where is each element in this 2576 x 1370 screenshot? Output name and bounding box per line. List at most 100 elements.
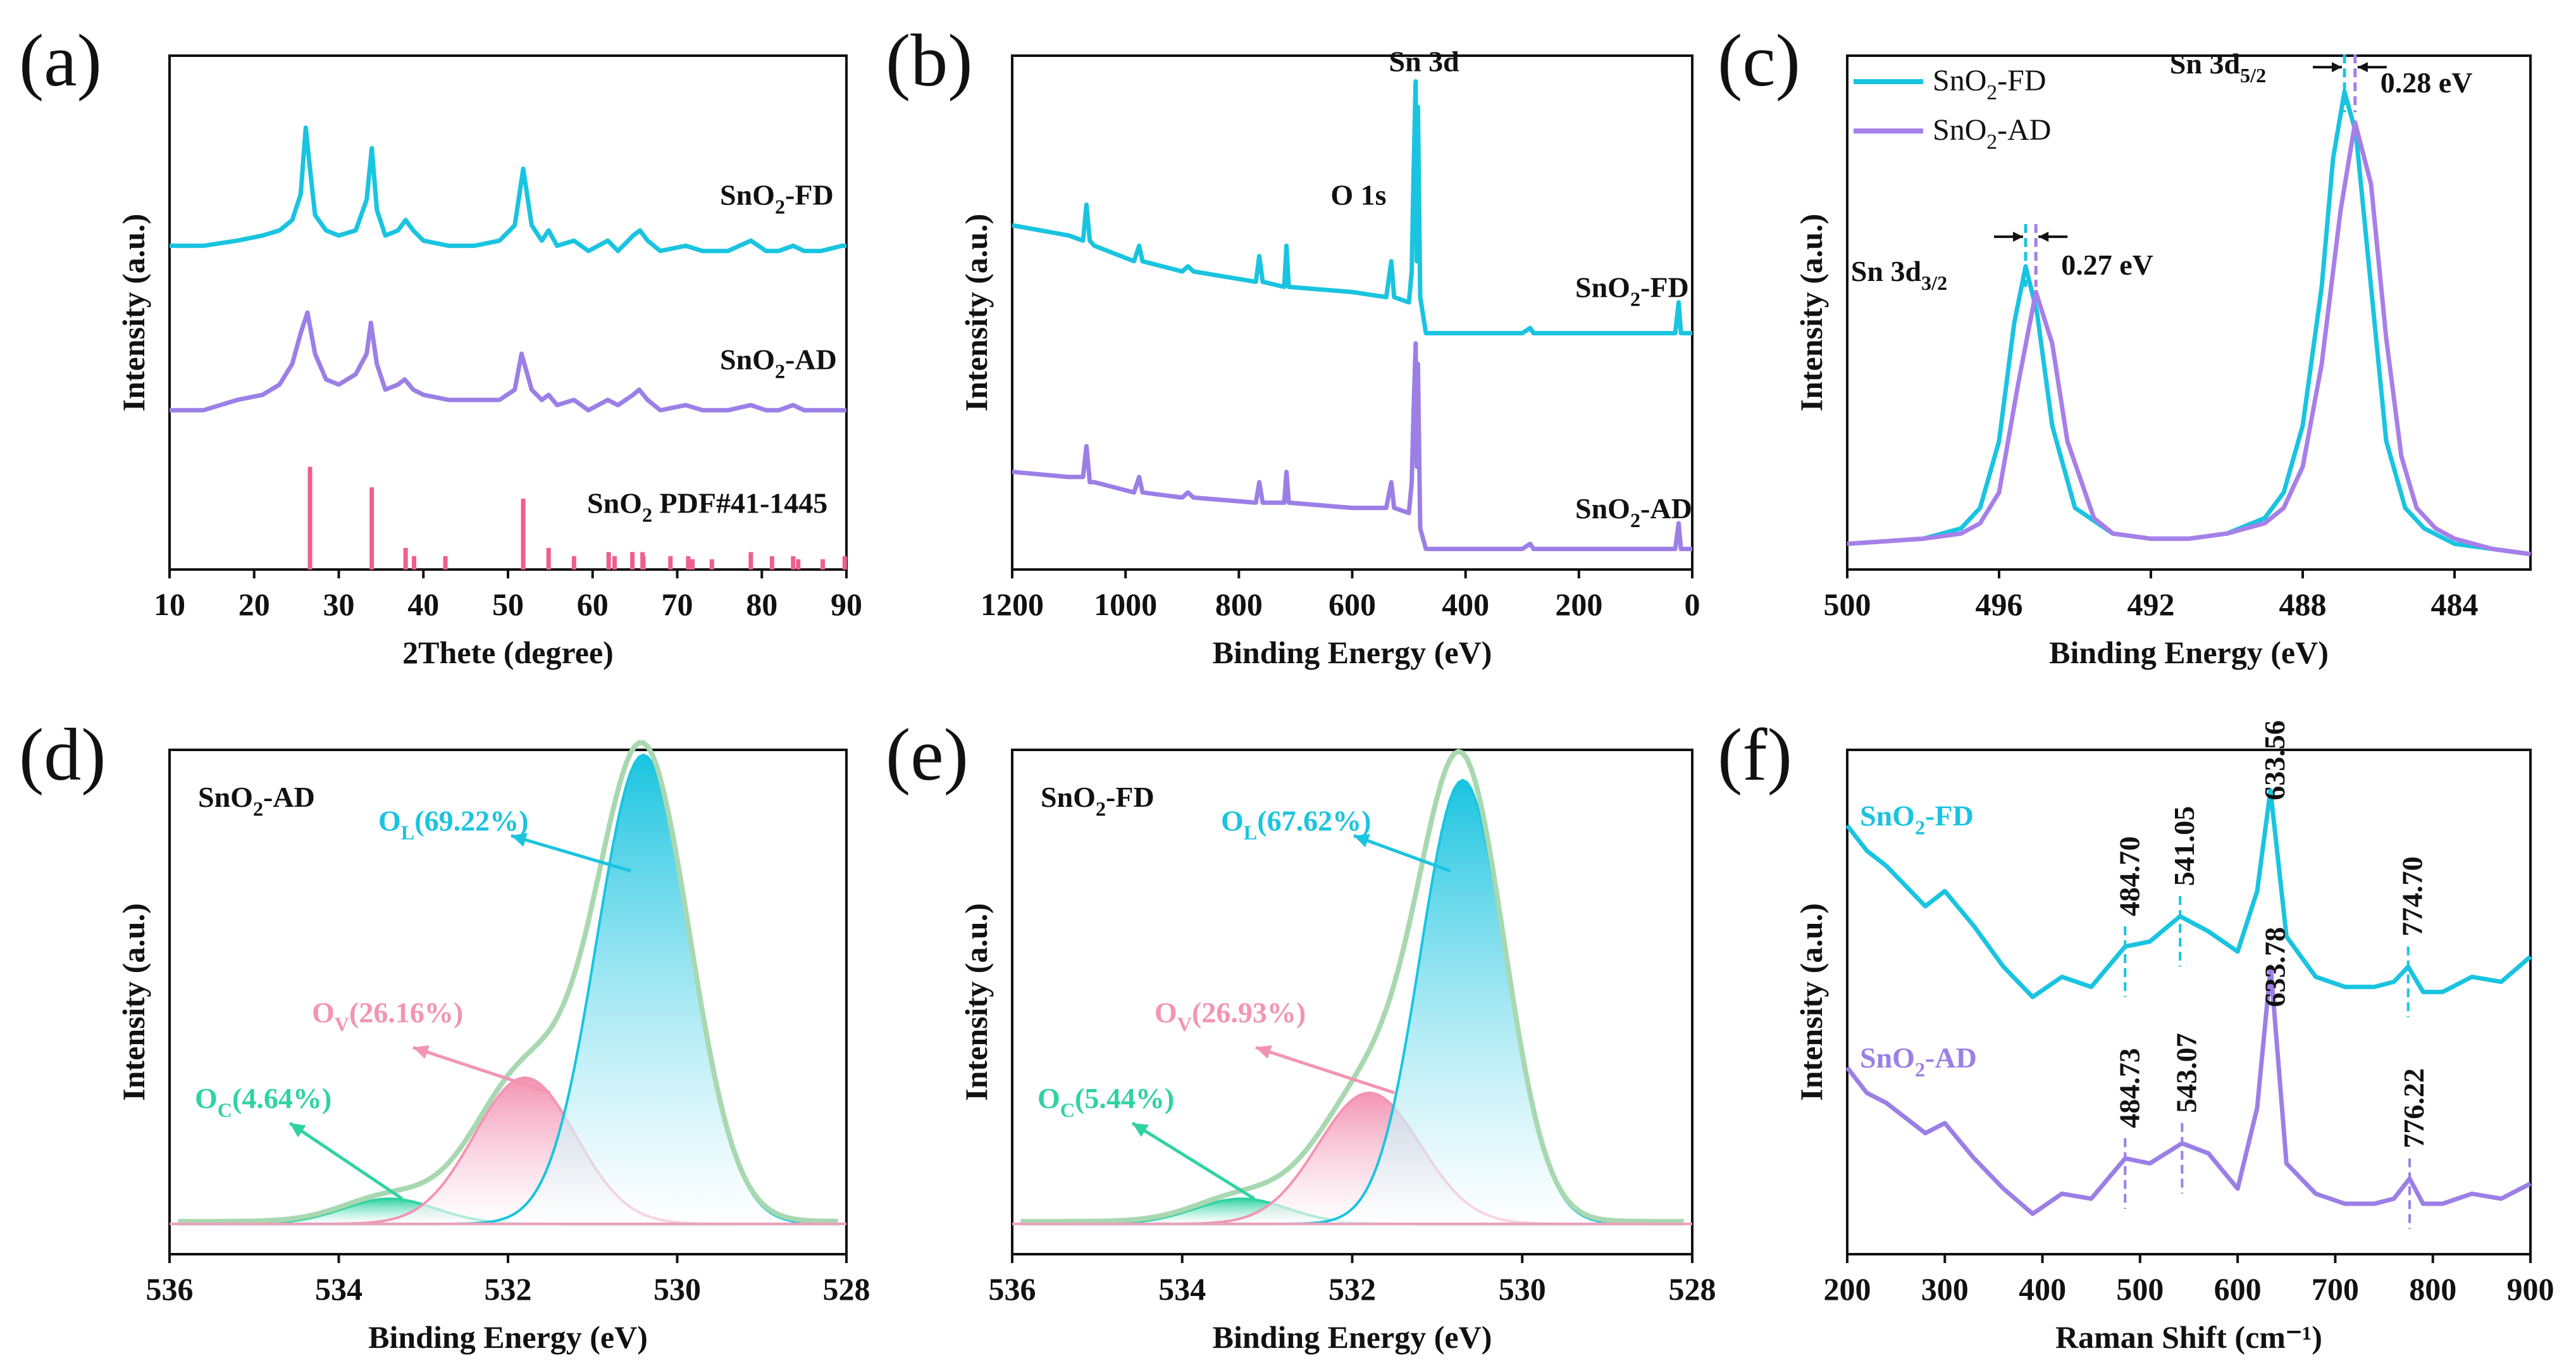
series-label-f-fd-main: SnO [1860, 800, 1915, 832]
envelope-line-d [178, 740, 838, 1224]
component-label-d-O_L-sub: L [401, 821, 414, 844]
panel-title-d-main: SnO [198, 781, 253, 813]
panel-label-c: (c) [1718, 19, 1800, 102]
y-axis-title-c: Intensity (a.u.) [1793, 214, 1829, 412]
panel-title-e: SnO2-FD [1041, 781, 1155, 820]
x-tick-label-a: 10 [154, 587, 185, 622]
x-tick-label-c: 492 [2127, 587, 2175, 622]
component-label-d-O_V-sub: V [335, 1012, 349, 1035]
peak-label-b-sn3d: Sn 3d [1389, 45, 1460, 77]
y-axis-title-f: Intensity (a.u.) [1793, 903, 1829, 1101]
legend-label-c-1-main: SnO [1933, 113, 1986, 147]
series-label-b-fd: SnO2-FD [1575, 271, 1689, 311]
panel-title-e-main: SnO [1041, 781, 1096, 813]
panel-e: (e) 536 534 532 530 528 Binding Energy (eV) Int… [886, 713, 1716, 1355]
legend-label-c-0: SnO2-FD [1933, 64, 2047, 104]
x-tick-label-e: 530 [1499, 1271, 1546, 1307]
x-tick-label-a: 90 [831, 587, 862, 622]
x-tick-label-c: 484 [2431, 587, 2479, 622]
series-line-c-1 [1847, 120, 2531, 557]
x-tick-label-e: 532 [1328, 1271, 1376, 1307]
component-arrow-d [511, 834, 631, 873]
component-label-d-O_L: OL(69.22%) [378, 805, 528, 844]
series-label-a-ad-rest: -AD [785, 343, 837, 375]
component-label-d-O_C: OC(4.64%) [195, 1082, 331, 1121]
panel-title-d-rest: -AD [263, 781, 315, 813]
component-label-d-O_C-sub: C [218, 1099, 232, 1121]
series-label-a-fd-main: SnO [720, 178, 775, 211]
component-label-e-O_L-main: O [1221, 805, 1244, 837]
series-label-a-ad-main: SnO [720, 343, 775, 375]
component-arrow-head-e [1256, 1045, 1272, 1059]
legend-label-c-1: SnO2-AD [1933, 113, 2051, 154]
series-label-f-ad: SnO2-AD [1860, 1042, 1977, 1081]
arrow-head-c [2038, 232, 2049, 242]
x-tick-label-a: 30 [323, 587, 355, 622]
x-tick-label-d: 536 [146, 1271, 194, 1307]
series-label-b-fd-main: SnO [1575, 271, 1630, 304]
series-label-f-fd-rest: -FD [1925, 800, 1974, 832]
x-tick-label-c: 500 [1824, 587, 1871, 622]
x-tick-label-b: 400 [1442, 587, 1489, 622]
component-arrow-d [288, 1121, 404, 1200]
series-label-b-ad-sub: 2 [1630, 509, 1640, 532]
plot-frame-c [1846, 54, 2532, 571]
x-tick-label-d: 534 [315, 1271, 362, 1307]
panel-label-b: (b) [886, 19, 973, 102]
x-tick-label-d: 532 [485, 1271, 532, 1307]
shift-value-c-1: 0.28 eV [2381, 66, 2473, 99]
plot-frame-f [1846, 749, 2532, 1255]
component-arrow-e [1131, 1121, 1256, 1200]
reference-label-a-sub: 2 [642, 504, 652, 526]
x-tick-label-b: 200 [1555, 587, 1602, 622]
x-tick-label-f: 600 [2214, 1271, 2262, 1307]
x-tick-label-a: 60 [577, 587, 609, 622]
component-label-e-O_C-rest: (5.44%) [1075, 1082, 1174, 1114]
envelope-line-e [1020, 749, 1684, 1224]
peak-label-f-1-3: 776.22 [2398, 1068, 2430, 1149]
peak-label-f-0-0: 484.70 [2113, 837, 2145, 917]
component-label-d-O_V-main: O [312, 996, 335, 1028]
legend-label-c-0-main: SnO [1933, 64, 1986, 97]
component-label-d-O_L-main: O [378, 805, 401, 837]
panel-a: (a) 10 20 30 40 50 60 70 80 90 2Thete (degree) Inte… [19, 19, 862, 670]
reference-label-a-rest: PDF#41-1445 [652, 487, 827, 520]
legend-label-c-1-sub: 2 [1986, 130, 1997, 154]
x-tick-label-f: 400 [2019, 1271, 2066, 1307]
x-tick-label-b: 1000 [1094, 587, 1157, 622]
x-tick-label-f: 500 [2116, 1271, 2164, 1307]
component-label-d-O_V-rest: (26.16%) [349, 996, 463, 1028]
y-axis-title-d: Intensity (a.u.) [116, 903, 151, 1101]
peak-label-c-0-sub: 3/2 [1921, 271, 1947, 294]
series-line-a-1 [170, 310, 846, 413]
series-label-b-fd-rest: -FD [1640, 271, 1689, 304]
series-label-f-ad-sub: 2 [1915, 1058, 1925, 1081]
component-label-d-O_C-main: O [195, 1082, 218, 1114]
component-arrow-head-d [290, 1123, 306, 1138]
panel-title-d: SnO2-AD [198, 781, 315, 820]
x-tick-label-a: 80 [746, 587, 777, 622]
x-tick-label-d: 528 [823, 1271, 870, 1307]
x-tick-label-f: 900 [2507, 1271, 2554, 1307]
panel-label-e: (e) [886, 713, 969, 796]
y-axis-title-a: Intensity (a.u.) [116, 214, 151, 412]
x-axis-title-e: Binding Energy (eV) [1213, 1319, 1492, 1355]
series-line-c-0 [1847, 89, 2531, 557]
series-line-b-1 [1012, 341, 1692, 551]
peak-label-c-0: Sn 3d3/2 [1851, 255, 1947, 294]
series-label-f-ad-rest: -AD [1925, 1042, 1977, 1074]
x-tick-label-f: 800 [2409, 1271, 2456, 1307]
panel-title-e-rest: -FD [1106, 781, 1155, 813]
x-axis-title-b: Binding Energy (eV) [1213, 635, 1492, 670]
series-label-a-fd-rest: -FD [785, 178, 834, 211]
x-tick-label-d: 530 [653, 1271, 701, 1307]
reference-label-a: SnO2 PDF#41-1445 [587, 487, 827, 526]
component-label-e-O_C-main: O [1037, 1082, 1060, 1114]
panel-label-d: (d) [19, 713, 106, 796]
x-axis-title-d: Binding Energy (eV) [368, 1319, 648, 1355]
x-tick-label-f: 700 [2312, 1271, 2359, 1307]
x-tick-label-a: 70 [662, 587, 693, 622]
component-arrow-head-e [1354, 833, 1370, 848]
panel-f: (f) 200 300 400 500 600 700 800 900 Raman Shift (… [1718, 713, 2554, 1355]
